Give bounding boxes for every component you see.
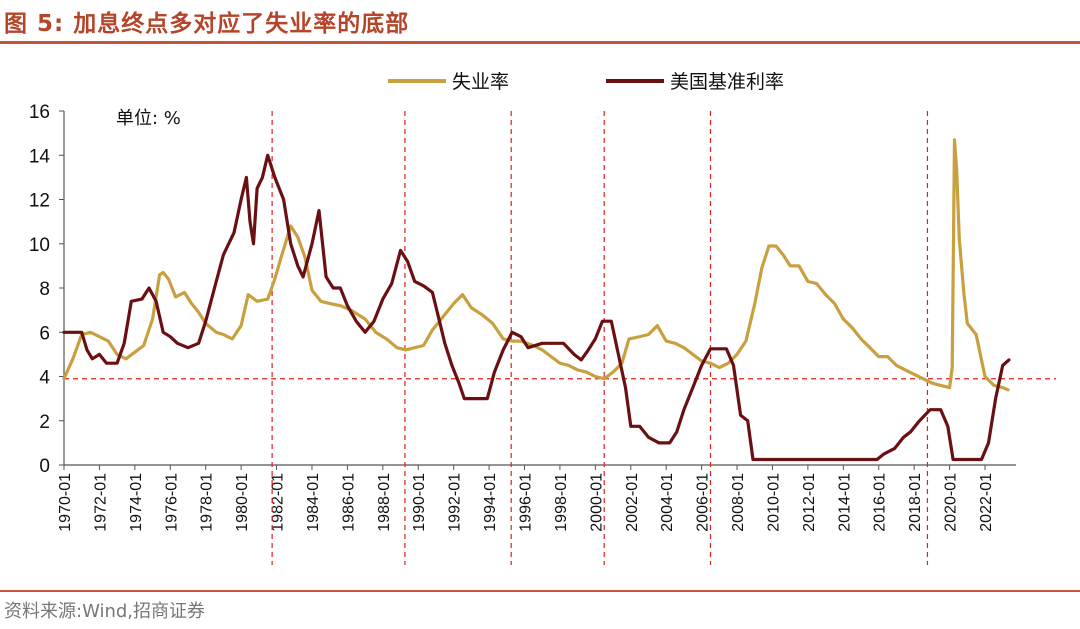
- x-tick-label: 1980-01: [234, 473, 251, 532]
- x-tick-label: 2022-01: [978, 473, 995, 532]
- x-tick-label: 2012-01: [801, 473, 818, 532]
- x-tick-label: 2016-01: [872, 473, 889, 532]
- y-tick-label: 10: [29, 235, 50, 256]
- x-tick-label: 2020-01: [943, 473, 960, 532]
- footer-rule: [0, 590, 1080, 592]
- y-tick-label: 2: [39, 412, 50, 433]
- y-tick-label: 8: [39, 279, 50, 300]
- x-tick-label: 1996-01: [518, 473, 535, 532]
- y-tick-label: 4: [39, 368, 50, 389]
- y-tick-label: 0: [39, 456, 50, 477]
- x-tick-label: 2018-01: [907, 473, 924, 532]
- x-tick-label: 2000-01: [588, 473, 605, 532]
- x-tick-label: 1970-01: [57, 473, 74, 532]
- x-tick-label: 2014-01: [836, 473, 853, 532]
- source-note: 资料来源:Wind,招商证券: [4, 601, 206, 622]
- x-tick-label: 1992-01: [447, 473, 464, 532]
- x-tick-label: 1986-01: [340, 473, 357, 532]
- x-tick-label: 2008-01: [730, 473, 747, 532]
- header-rule: [0, 41, 1080, 44]
- x-tick-label: 1974-01: [128, 473, 145, 532]
- unit-label: 单位: %: [116, 108, 181, 129]
- x-tick-label: 1994-01: [482, 473, 499, 532]
- x-tick-label: 1998-01: [553, 473, 570, 532]
- y-tick-label: 12: [29, 191, 50, 212]
- x-tick-label: 1984-01: [305, 473, 322, 532]
- figure-title: 图 5: 加息终点多对应了失业率的底部: [4, 11, 410, 37]
- x-tick-label: 1982-01: [270, 473, 287, 532]
- x-tick-label: 2004-01: [659, 473, 676, 532]
- y-tick-label: 16: [29, 102, 50, 123]
- series-line-fed-rate: [62, 153, 1011, 462]
- line-chart: 0 2 4 6 8 10 12 14 16 1970-01 1972-01 1974-01 1976-0…: [29, 71, 1056, 565]
- x-tick-label: 1978-01: [199, 473, 216, 532]
- x-tick-label: 2002-01: [624, 473, 641, 532]
- series-line-unemployment: [62, 138, 1010, 392]
- legend-label-fed-rate: 美国基准利率: [670, 71, 784, 93]
- x-tick-label: 1972-01: [92, 473, 109, 532]
- y-tick-label: 14: [29, 146, 51, 167]
- x-tick-label: 2010-01: [765, 473, 782, 532]
- x-tick-label: 1976-01: [163, 473, 180, 532]
- legend-label-unemployment: 失业率: [452, 71, 509, 93]
- x-tick-label: 2006-01: [695, 473, 712, 532]
- x-tick-label: 1988-01: [376, 473, 393, 532]
- legend: 失业率 美国基准利率: [388, 71, 784, 93]
- x-tick-label: 1990-01: [411, 473, 428, 532]
- y-tick-label: 6: [39, 323, 50, 344]
- plot-area: 0 2 4 6 8 10 12 14 16 1970-01 1972-01 1974-01 1976-0…: [29, 102, 1056, 565]
